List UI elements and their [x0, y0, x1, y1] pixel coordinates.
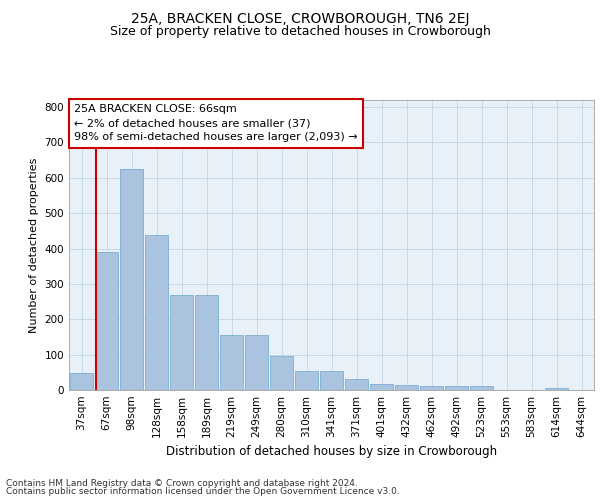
Bar	[420, 386, 443, 390]
Text: 25A BRACKEN CLOSE: 66sqm
← 2% of detached houses are smaller (37)
98% of semi-de: 25A BRACKEN CLOSE: 66sqm ← 2% of detache…	[74, 104, 358, 142]
Bar	[145, 236, 168, 390]
Bar	[370, 384, 393, 390]
Y-axis label: Number of detached properties: Number of detached properties	[29, 158, 39, 332]
Text: Contains HM Land Registry data © Crown copyright and database right 2024.: Contains HM Land Registry data © Crown c…	[6, 478, 358, 488]
Bar	[170, 294, 193, 390]
Bar	[345, 380, 368, 390]
Bar	[70, 373, 93, 390]
X-axis label: Distribution of detached houses by size in Crowborough: Distribution of detached houses by size …	[166, 446, 497, 458]
Text: Size of property relative to detached houses in Crowborough: Size of property relative to detached ho…	[110, 25, 490, 38]
Bar	[195, 295, 218, 390]
Bar	[270, 356, 293, 390]
Bar	[445, 386, 468, 390]
Bar	[545, 388, 568, 390]
Bar	[120, 169, 143, 390]
Bar	[395, 384, 418, 390]
Bar	[320, 372, 343, 390]
Bar	[220, 335, 243, 390]
Bar	[295, 372, 318, 390]
Text: 25A, BRACKEN CLOSE, CROWBOROUGH, TN6 2EJ: 25A, BRACKEN CLOSE, CROWBOROUGH, TN6 2EJ	[131, 12, 469, 26]
Text: Contains public sector information licensed under the Open Government Licence v3: Contains public sector information licen…	[6, 487, 400, 496]
Bar	[95, 252, 118, 390]
Bar	[470, 386, 493, 390]
Bar	[245, 335, 268, 390]
